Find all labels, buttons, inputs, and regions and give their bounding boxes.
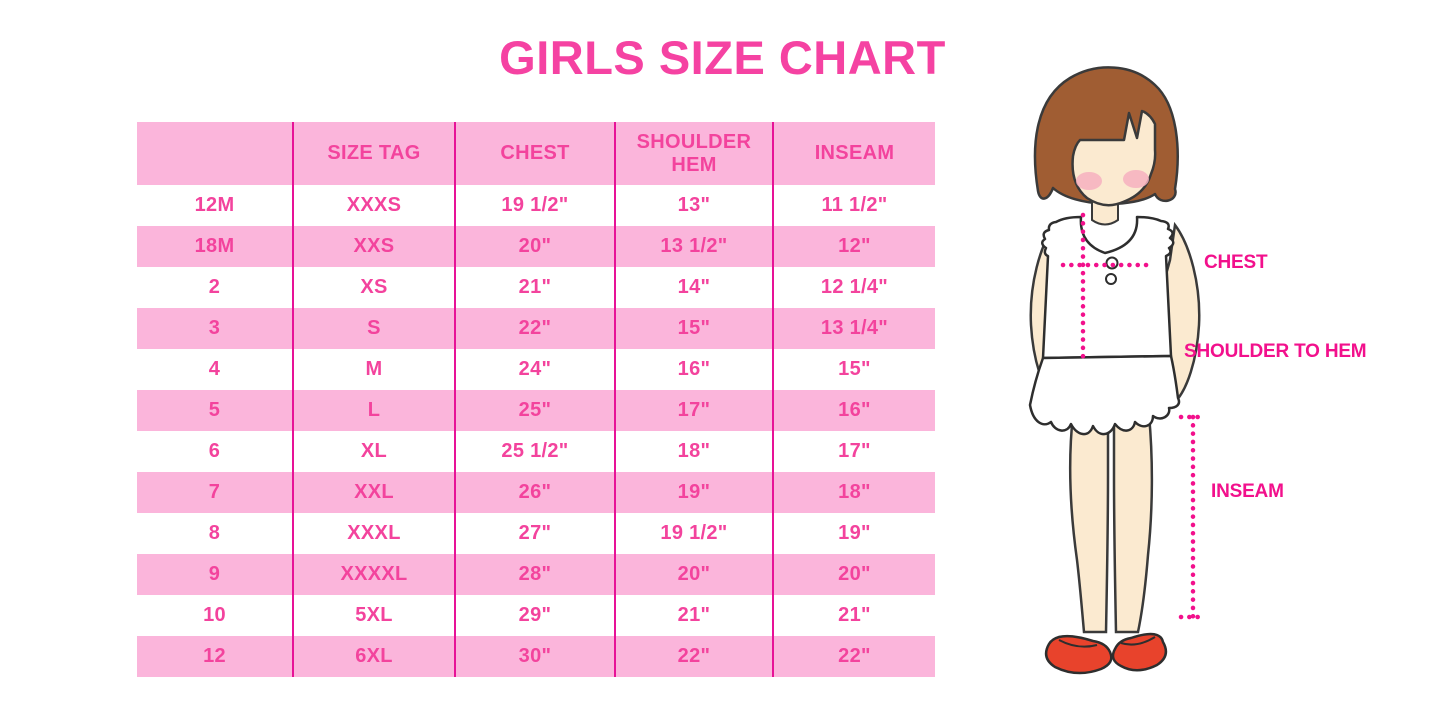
table-row: 18M XXS 20" 13 1/2" 12" bbox=[137, 226, 935, 267]
table-row: 5 L 25" 17" 16" bbox=[137, 390, 935, 431]
size-cell: 25 1/2" bbox=[454, 431, 615, 472]
size-cell: 18" bbox=[772, 472, 935, 513]
size-cell: 22" bbox=[454, 308, 615, 349]
size-cell: 12 bbox=[203, 645, 226, 667]
header-cell: INSEAM bbox=[772, 122, 935, 185]
size-cell: 28" bbox=[454, 554, 615, 595]
size-cell: 13" bbox=[614, 185, 773, 226]
header-cell: CHEST bbox=[454, 122, 615, 185]
table-row: 3 S 22" 15" 13 1/4" bbox=[137, 308, 935, 349]
girl-blush-left bbox=[1076, 172, 1102, 190]
table-row: 8 XXXL 27" 19 1/2" 19" bbox=[137, 513, 935, 554]
size-cell: 3 bbox=[208, 317, 221, 339]
size-cell: 27" bbox=[454, 513, 615, 554]
size-cell: 25" bbox=[454, 390, 615, 431]
girl-illustration bbox=[1028, 66, 1208, 675]
size-cell: 10 bbox=[203, 604, 226, 626]
size-cell: 30" bbox=[454, 636, 615, 677]
size-cell: L bbox=[292, 390, 455, 431]
table-row: 12M XXXS 19 1/2" 13" 11 1/2" bbox=[137, 185, 935, 226]
table-body: 12M XXXS 19 1/2" 13" 11 1/2" 18M XXS 20" 13 1/2"… bbox=[137, 185, 935, 677]
size-cell: 8 bbox=[208, 522, 221, 544]
table-row: 10 5XL 29" 21" 21" bbox=[137, 595, 935, 636]
size-table: SIZE TAG CHEST SHOULDER HEM INSEAM 12M XXXS 1… bbox=[137, 122, 935, 677]
header-cell: SIZE TAG bbox=[292, 122, 455, 185]
girl-button-bottom bbox=[1105, 273, 1117, 285]
size-cell: 15" bbox=[772, 349, 935, 390]
chest-label: CHEST bbox=[1204, 252, 1268, 273]
size-cell: 22" bbox=[614, 636, 773, 677]
table-row: 4 M 24" 16" 15" bbox=[137, 349, 935, 390]
size-cell: 24" bbox=[454, 349, 615, 390]
size-cell: XXL bbox=[292, 472, 455, 513]
size-cell: 16" bbox=[614, 349, 773, 390]
girl-top bbox=[1041, 215, 1175, 360]
size-cell: 13 1/2" bbox=[614, 226, 773, 267]
size-cell: 9 bbox=[208, 563, 221, 585]
size-cell: 7 bbox=[208, 481, 221, 503]
girl-shoe-right-strap bbox=[1120, 636, 1156, 646]
size-cell: 2 bbox=[208, 276, 221, 298]
shoulder-to-hem-label: SHOULDER TO HEM bbox=[1184, 341, 1367, 362]
size-cell: 11 1/2" bbox=[772, 185, 935, 226]
girl-shoe-left bbox=[1044, 634, 1113, 675]
size-cell: 17" bbox=[614, 390, 773, 431]
size-cell: 4 bbox=[208, 358, 221, 380]
girl-leg-left bbox=[1068, 413, 1110, 634]
girl-shoe-left-strap bbox=[1058, 639, 1098, 648]
header-cell-blank bbox=[137, 122, 293, 185]
table-row: 9 XXXXL 28" 20" 20" bbox=[137, 554, 935, 595]
size-cell: 26" bbox=[454, 472, 615, 513]
size-cell: XXS bbox=[292, 226, 455, 267]
page-title: GIRLS SIZE CHART bbox=[499, 31, 946, 84]
size-cell: 19" bbox=[772, 513, 935, 554]
size-cell: XS bbox=[292, 267, 455, 308]
size-cell: 20" bbox=[614, 554, 773, 595]
table-row: 7 XXL 26" 19" 18" bbox=[137, 472, 935, 513]
girl-blush-right bbox=[1123, 170, 1149, 188]
size-cell: 19" bbox=[614, 472, 773, 513]
size-cell: 13 1/4" bbox=[772, 308, 935, 349]
size-cell: 6 bbox=[208, 440, 221, 462]
girl-skirt bbox=[1028, 354, 1181, 436]
size-cell: 21" bbox=[454, 267, 615, 308]
size-cell: S bbox=[292, 308, 455, 349]
size-cell: XXXS bbox=[292, 185, 455, 226]
inseam-label: INSEAM bbox=[1211, 481, 1284, 502]
size-cell: 20" bbox=[454, 226, 615, 267]
header-cell: SHOULDER HEM bbox=[614, 122, 773, 185]
size-cell: XL bbox=[292, 431, 455, 472]
size-cell: 20" bbox=[772, 554, 935, 595]
size-cell: 18" bbox=[614, 431, 773, 472]
size-cell: 19 1/2" bbox=[614, 513, 773, 554]
size-cell: 21" bbox=[772, 595, 935, 636]
size-cell: 22" bbox=[772, 636, 935, 677]
table-header-row: SIZE TAG CHEST SHOULDER HEM INSEAM bbox=[137, 122, 935, 185]
size-cell: 21" bbox=[614, 595, 773, 636]
size-cell: XXXXL bbox=[292, 554, 455, 595]
girl-shoe-right bbox=[1111, 632, 1168, 672]
size-cell: 12M bbox=[194, 194, 235, 216]
table-row: 2 XS 21" 14" 12 1/4" bbox=[137, 267, 935, 308]
size-cell: 12" bbox=[772, 226, 935, 267]
size-cell: 12 1/4" bbox=[772, 267, 935, 308]
size-cell: 17" bbox=[772, 431, 935, 472]
girl-leg-right bbox=[1112, 413, 1154, 634]
size-cell: 16" bbox=[772, 390, 935, 431]
size-cell: XXXL bbox=[292, 513, 455, 554]
size-cell: 6XL bbox=[292, 636, 455, 677]
size-cell: 5XL bbox=[292, 595, 455, 636]
size-cell: 5 bbox=[208, 399, 221, 421]
size-cell: M bbox=[292, 349, 455, 390]
table-row: 12 6XL 30" 22" 22" bbox=[137, 636, 935, 677]
size-cell: 18M bbox=[194, 235, 235, 257]
size-cell: 29" bbox=[454, 595, 615, 636]
table-row: 6 XL 25 1/2" 18" 17" bbox=[137, 431, 935, 472]
size-cell: 14" bbox=[614, 267, 773, 308]
size-cell: 19 1/2" bbox=[454, 185, 615, 226]
size-cell: 15" bbox=[614, 308, 773, 349]
